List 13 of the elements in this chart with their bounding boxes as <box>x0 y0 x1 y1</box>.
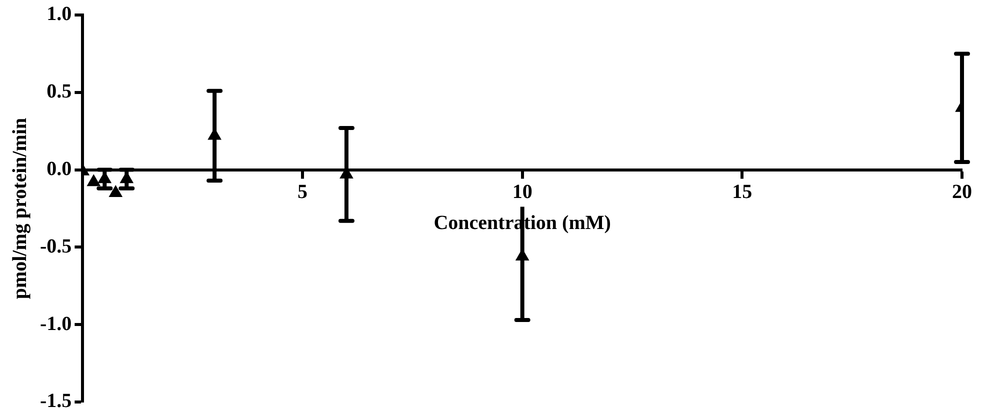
y-tick-label: -1.5 <box>40 390 72 412</box>
point <box>109 186 122 198</box>
x-tick-label: 20 <box>952 180 972 203</box>
y-tick-label: 0.5 <box>46 80 72 103</box>
y-tick-label: 1.0 <box>46 3 72 26</box>
point <box>87 174 100 186</box>
x-tick-label: 5 <box>297 180 308 203</box>
x-tick-label: 15 <box>732 180 752 203</box>
y-tick-label: -0.5 <box>40 235 72 258</box>
y-tick-label: -1.0 <box>40 312 72 335</box>
y-tick-label: 0.0 <box>46 158 72 180</box>
y-axis-title: pmol/mg protein/min <box>9 118 32 300</box>
x-tick-label: 10 <box>512 180 532 203</box>
